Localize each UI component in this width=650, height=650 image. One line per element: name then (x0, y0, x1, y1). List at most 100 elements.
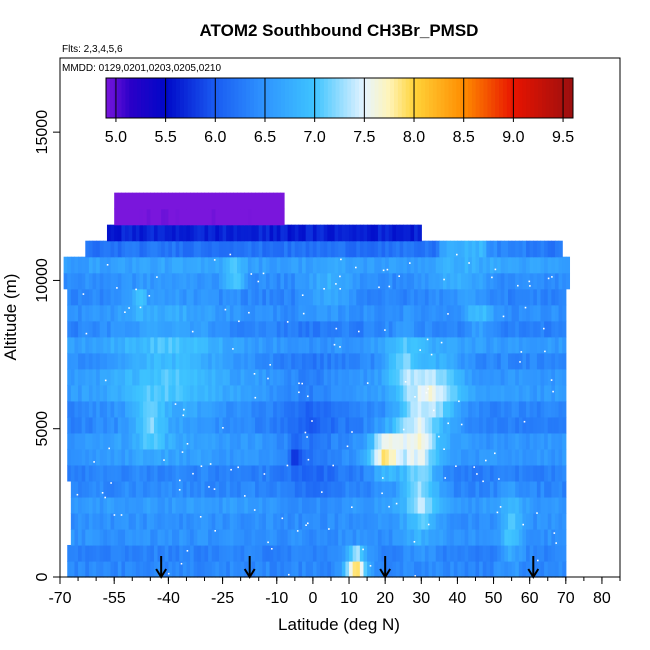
heatmap-cell (161, 208, 166, 226)
heatmap-cell (533, 480, 538, 498)
heatmap-cell (255, 352, 260, 370)
heatmap-cell (114, 544, 119, 562)
heatmap-cell (406, 304, 412, 322)
heatmap-cell (143, 288, 148, 306)
heatmap-cell (508, 480, 513, 498)
heatmap-cell (442, 448, 448, 466)
heatmap-cell (396, 528, 401, 546)
heatmap-cell (204, 288, 209, 306)
heatmap-cell (200, 336, 206, 354)
heatmap-cell (464, 544, 469, 562)
heatmap-cell (446, 272, 451, 290)
heatmap-cell (204, 304, 209, 322)
heatmap-cell (139, 560, 144, 578)
heatmap-cell (385, 256, 390, 274)
heatmap-cell (410, 528, 415, 546)
heatmap-cell (453, 512, 459, 530)
heatmap-cell (547, 352, 552, 370)
heatmap-cell (96, 528, 101, 546)
missing-data-speck (404, 381, 407, 383)
heatmap-cell (153, 528, 159, 546)
heatmap-cell (450, 288, 455, 306)
heatmap-cell (305, 544, 310, 562)
heatmap-cell (439, 320, 444, 338)
heatmap-cell (229, 304, 235, 322)
heatmap-cell (536, 448, 542, 466)
heatmap-cell (396, 432, 401, 450)
heatmap-cell (450, 448, 455, 466)
heatmap-cell (132, 432, 137, 450)
heatmap-cell (461, 320, 466, 338)
heatmap-cell (486, 384, 491, 402)
colorbar-segment (448, 78, 453, 118)
heatmap-cell (121, 192, 126, 210)
heatmap-cell (565, 272, 571, 290)
heatmap-cell (143, 336, 148, 354)
missing-data-speck (517, 284, 519, 287)
heatmap-cell (414, 432, 419, 450)
heatmap-cell (468, 448, 473, 466)
heatmap-cell (190, 496, 195, 514)
heatmap-cell (85, 496, 90, 514)
colorbar-tick-label: 5.0 (105, 129, 127, 146)
heatmap-cell (316, 368, 321, 386)
heatmap-cell (294, 448, 300, 466)
heatmap-cell (96, 496, 101, 514)
heatmap-cell (330, 560, 336, 578)
heatmap-cell (146, 448, 151, 466)
heatmap-cell (468, 512, 473, 530)
heatmap-cell (461, 384, 466, 402)
heatmap-cell (338, 224, 343, 242)
heatmap-cell (222, 192, 227, 210)
heatmap-cell (161, 432, 166, 450)
heatmap-cell (135, 336, 141, 354)
heatmap-cell (388, 224, 393, 242)
heatmap-cell (92, 480, 97, 498)
heatmap-cell (150, 416, 155, 434)
heatmap-cell (493, 480, 498, 498)
heatmap-cell (244, 224, 249, 242)
heatmap-cell (273, 400, 278, 418)
heatmap-cell (309, 256, 314, 274)
missing-data-speck (455, 465, 457, 467)
heatmap-cell (453, 272, 459, 290)
heatmap-cell (349, 224, 354, 242)
heatmap-cell (298, 400, 303, 418)
heatmap-cell (442, 256, 448, 274)
heatmap-cell (479, 368, 484, 386)
heatmap-cell (330, 480, 336, 498)
heatmap-cell (558, 480, 563, 498)
heatmap-cell (251, 192, 256, 210)
heatmap-cell (486, 336, 491, 354)
missing-data-speck (339, 288, 341, 290)
heatmap-cell (479, 432, 484, 450)
heatmap-cell (424, 512, 430, 530)
heatmap-cell (121, 288, 126, 306)
heatmap-cell (468, 320, 473, 338)
heatmap-cell (258, 544, 263, 562)
heatmap-cell (226, 320, 231, 338)
heatmap-cell (251, 448, 256, 466)
heatmap-cell (489, 544, 495, 562)
heatmap-cell (558, 544, 563, 562)
missing-data-speck (496, 511, 499, 514)
heatmap-cell (233, 320, 238, 338)
missing-data-speck (139, 306, 142, 309)
heatmap-cell (489, 464, 495, 482)
heatmap-cell (193, 400, 198, 418)
heatmap-cell (276, 352, 281, 370)
heatmap-cell (446, 320, 451, 338)
heatmap-cell (381, 400, 386, 418)
heatmap-cell (150, 432, 155, 450)
missing-data-speck (388, 505, 390, 508)
heatmap-cell (125, 304, 130, 322)
missing-data-speck (552, 390, 554, 393)
heatmap-cell (67, 256, 72, 274)
heatmap-cell (432, 560, 437, 578)
heatmap-cell (74, 528, 79, 546)
heatmap-cell (381, 560, 386, 578)
heatmap-cell (359, 528, 365, 546)
heatmap-cell (135, 512, 141, 530)
heatmap-cell (457, 480, 462, 498)
heatmap-cell (139, 528, 144, 546)
